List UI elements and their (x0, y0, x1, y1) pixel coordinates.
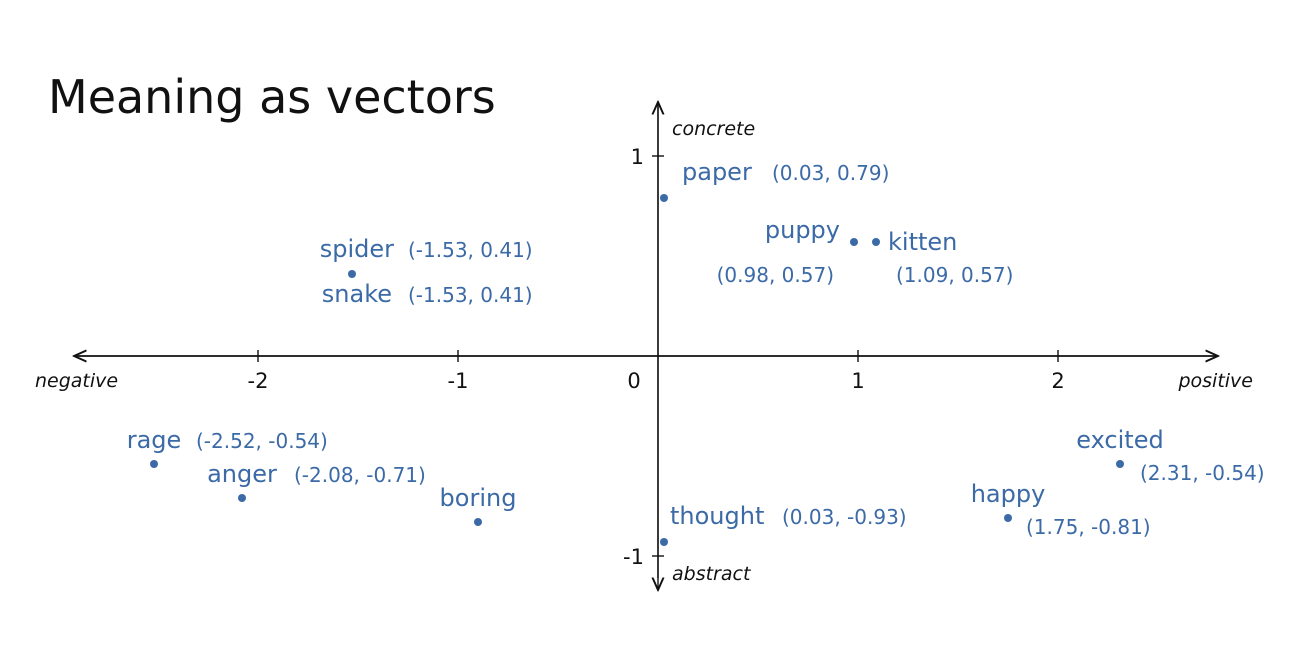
point-rage (150, 460, 158, 468)
point-happy (1004, 514, 1012, 522)
x-tick-label: -1 (448, 369, 469, 393)
axes (74, 102, 1218, 590)
point-coord-thought: (0.03, -0.93) (782, 505, 907, 529)
point-label-kitten: kitten (888, 228, 957, 256)
point-label-rage: rage (127, 426, 182, 454)
point-puppy (850, 238, 858, 246)
point-spider (348, 270, 356, 278)
point-label-excited: excited (1076, 426, 1163, 454)
x-axis-positive-label: positive (1177, 370, 1253, 392)
point-coord-rage: (-2.52, -0.54) (196, 429, 328, 453)
x-tick-label: 0 (627, 369, 640, 393)
y-axis-positive-label: concrete (672, 118, 755, 140)
point-coord-snake: (-1.53, 0.41) (408, 283, 533, 307)
point-coord-puppy: (0.98, 0.57) (717, 263, 834, 287)
point-labels: paper (0.03, 0.79) puppy (0.98, 0.57) kitten… (127, 158, 1265, 539)
y-tick-label: 1 (631, 145, 644, 169)
point-coord-happy: (1.75, -0.81) (1026, 515, 1151, 539)
ticks: -2 -1 0 1 2 1 -1 negative positive concrete abstra… (35, 118, 1253, 585)
point-label-boring: boring (440, 484, 517, 512)
point-label-anger: anger (207, 460, 277, 488)
point-label-puppy: puppy (765, 216, 840, 244)
point-boring (474, 518, 482, 526)
x-tick-label: 1 (851, 369, 864, 393)
point-paper (660, 194, 668, 202)
x-axis-negative-label: negative (35, 370, 118, 392)
point-label-snake: snake (322, 280, 392, 308)
point-coord-kitten: (1.09, 0.57) (896, 263, 1013, 287)
point-excited (1116, 460, 1124, 468)
point-coord-paper: (0.03, 0.79) (772, 161, 889, 185)
chart-title: Meaning as vectors (48, 70, 496, 124)
point-anger (238, 494, 246, 502)
y-axis-negative-label: abstract (672, 563, 752, 585)
point-label-spider: spider (320, 235, 394, 263)
point-label-thought: thought (670, 502, 764, 530)
point-coord-spider: (-1.53, 0.41) (408, 238, 533, 262)
data-points (150, 194, 1124, 546)
y-tick-label: -1 (623, 545, 644, 569)
point-label-paper: paper (682, 158, 752, 186)
point-kitten (872, 238, 880, 246)
x-tick-label: -2 (248, 369, 269, 393)
point-thought (660, 538, 668, 546)
point-coord-excited: (2.31, -0.54) (1140, 461, 1265, 485)
point-label-happy: happy (971, 480, 1046, 508)
x-tick-label: 2 (1051, 369, 1064, 393)
point-coord-anger: (-2.08, -0.71) (294, 463, 426, 487)
